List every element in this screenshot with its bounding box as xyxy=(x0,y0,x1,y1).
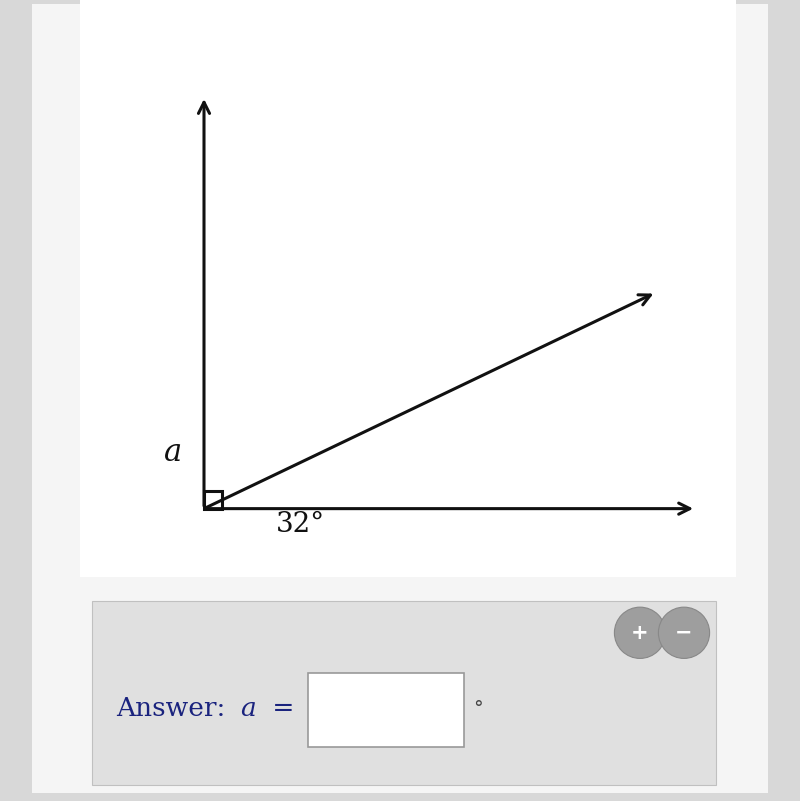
Text: −: − xyxy=(675,623,693,642)
Circle shape xyxy=(614,607,666,658)
Bar xyxy=(308,673,464,747)
Text: Answer:: Answer: xyxy=(116,696,242,722)
Text: °: ° xyxy=(474,699,483,718)
Text: a: a xyxy=(164,437,182,468)
Circle shape xyxy=(658,607,710,658)
Text: 32°: 32° xyxy=(276,511,325,538)
Bar xyxy=(80,0,736,577)
Text: a: a xyxy=(240,696,256,722)
Text: +: + xyxy=(631,623,649,642)
Text: =: = xyxy=(264,696,294,722)
Bar xyxy=(92,601,716,785)
